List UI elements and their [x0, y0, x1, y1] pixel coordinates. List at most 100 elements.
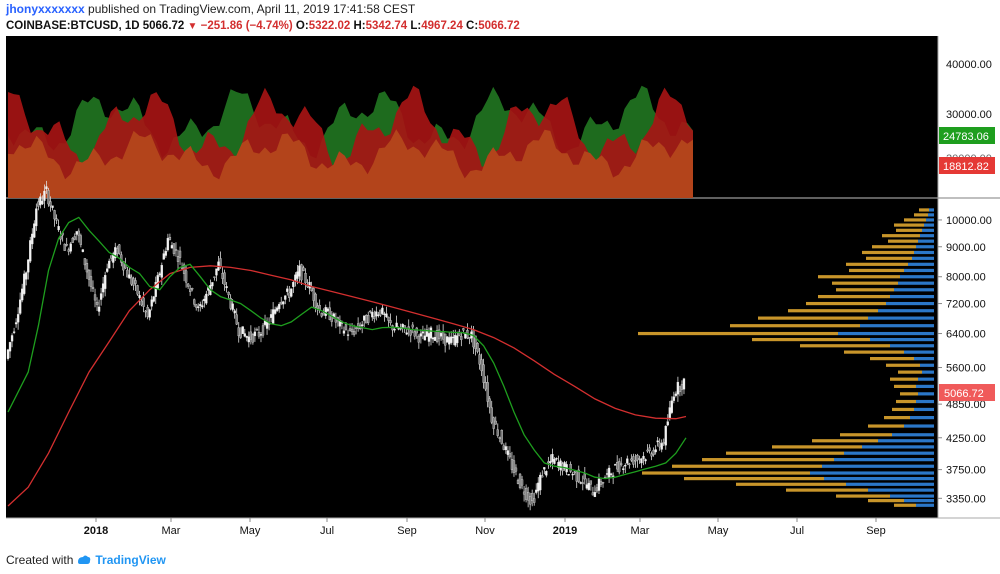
candle-body	[518, 473, 522, 488]
volume-profile-blue-bar	[890, 494, 934, 498]
candle-body	[423, 335, 427, 341]
candle-body	[458, 331, 461, 336]
candle-body	[529, 496, 532, 505]
symbol-label[interactable]: COINBASE:BTCUSD, 1D	[6, 20, 140, 32]
candle-body	[514, 467, 518, 472]
candle-body	[330, 315, 333, 322]
volume-profile-gold-bar	[868, 499, 904, 503]
candle-body	[462, 328, 465, 331]
candle-body	[381, 307, 384, 314]
tradingview-logo-icon[interactable]	[77, 554, 91, 566]
volume-profile-gold-bar	[788, 309, 878, 313]
candle-body	[69, 243, 72, 252]
candle-body	[188, 288, 192, 292]
candle-body	[241, 326, 244, 334]
candle-body	[191, 288, 194, 290]
candle-body	[666, 421, 669, 426]
volume-profile-blue-bar	[810, 471, 934, 475]
candle-body	[215, 268, 218, 276]
x-tick-label-7: Mar	[631, 525, 650, 537]
candle-body	[29, 240, 32, 262]
candle-body	[219, 258, 222, 268]
fast-moving-average	[7, 216, 687, 480]
candle-body	[344, 324, 348, 330]
candle-body	[427, 333, 431, 342]
volume-profile-gold-bar	[892, 407, 914, 412]
candle-body	[634, 460, 637, 462]
candle-body	[81, 249, 85, 252]
volume-profile-gold-bar	[638, 331, 838, 336]
candle-body	[539, 474, 542, 491]
candle-body	[356, 323, 360, 329]
volume-profile-gold-bar	[896, 228, 922, 232]
upper-value-tag-label-0: 24783.06	[943, 131, 989, 143]
volume-profile-blue-bar	[912, 256, 934, 260]
volume-profile-gold-bar	[849, 268, 904, 273]
upper-value-tag-0	[939, 127, 995, 144]
candle-body	[541, 475, 544, 478]
volume-profile-gold-bar	[702, 458, 834, 462]
candle-body	[156, 275, 159, 289]
candle-body	[589, 480, 593, 485]
x-tick-label-1: Mar	[162, 525, 181, 537]
x-tick-label-0: 2018	[84, 525, 108, 537]
volume-profile-blue-bar	[914, 250, 934, 255]
candle-body	[369, 310, 372, 313]
candle-body	[300, 264, 303, 281]
y-tick-label-7: 4250.00	[946, 433, 986, 445]
candle-body	[670, 400, 673, 413]
volume-profile-blue-bar	[822, 464, 934, 468]
volume-profile-gold-bar	[846, 262, 908, 266]
candle-body	[510, 459, 514, 470]
candle-body	[174, 249, 178, 251]
candle-body	[520, 479, 524, 486]
volume-profile-blue-bar	[904, 268, 934, 273]
candle-body	[57, 226, 60, 231]
open-label: O:	[295, 20, 309, 32]
candle-body	[43, 190, 46, 201]
candle-body	[569, 464, 572, 472]
created-with-label: Created with	[6, 553, 74, 567]
candle-body	[326, 308, 329, 312]
tradingview-brand[interactable]: TradingView	[95, 553, 166, 567]
volume-profile-blue-bar	[916, 503, 934, 507]
candle-body	[482, 364, 485, 383]
candle-body	[575, 471, 578, 482]
candle-body	[638, 458, 641, 460]
candle-body	[504, 446, 508, 451]
candle-body	[286, 288, 289, 292]
candle-body	[53, 210, 56, 220]
volume-profile-gold-bar	[836, 494, 890, 498]
candle-body	[49, 201, 52, 207]
author-username[interactable]: jhonyxxxxxxx	[6, 2, 85, 16]
price-chart[interactable]: 40000.0030000.0020000.0024783.0618812.82…	[0, 36, 1000, 546]
candle-body	[350, 328, 354, 333]
candle-body	[678, 386, 682, 392]
down-arrow-icon: ▼	[187, 21, 198, 32]
candle-body	[567, 474, 570, 476]
candle-body	[385, 313, 388, 318]
candle-body	[421, 331, 425, 334]
volume-profile-blue-bar	[894, 288, 934, 292]
candle-body	[278, 304, 281, 310]
volume-profile-blue-bar	[860, 324, 934, 328]
x-tick-label-6: 2019	[553, 525, 577, 537]
candle-body	[607, 467, 611, 478]
x-tick-label-10: Sep	[866, 525, 886, 537]
candle-body	[553, 458, 556, 464]
candle-body	[524, 487, 528, 500]
volume-profile-gold-bar	[898, 370, 922, 374]
slow-moving-average	[7, 265, 687, 507]
candle-body	[91, 286, 95, 289]
high-label: H:	[353, 20, 366, 32]
candle-body	[478, 354, 481, 365]
volume-profile-blue-bar	[920, 234, 934, 238]
candle-body	[492, 417, 495, 429]
volume-profile-gold-bar	[836, 288, 894, 292]
volume-profile-gold-bar	[672, 464, 822, 468]
candle-body	[630, 458, 633, 461]
y-tick-label-8: 3750.00	[946, 465, 986, 477]
volume-profile-gold-bar	[642, 471, 810, 475]
high-value: 5342.74	[365, 20, 408, 32]
candle-body	[395, 322, 398, 328]
